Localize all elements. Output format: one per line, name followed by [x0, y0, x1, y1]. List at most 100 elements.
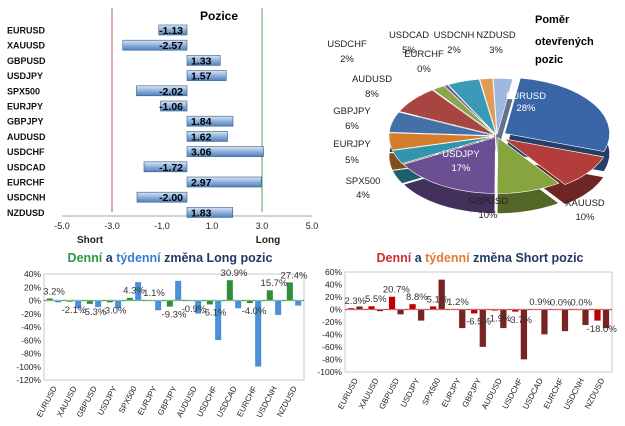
pie-slice-name: NZDUSD: [476, 30, 516, 41]
category-label: SPX500: [7, 86, 40, 96]
position-bar: [186, 115, 234, 127]
daily-change-label: 20.7%: [383, 285, 410, 296]
daily-change-label: 2.3%: [344, 296, 366, 307]
daily-change-label: 8.8%: [406, 292, 428, 303]
title-part: týdenní: [425, 251, 470, 265]
positions-chart: Pozice EURUSD XAUUSD GBPUSD USDJPY SPX500 EUR…: [7, 8, 318, 246]
pie-title-line-3: pozic: [535, 54, 563, 66]
weekly-change-bar: [294, 300, 302, 306]
daily-change-bar: [532, 308, 540, 310]
daily-change-bar: [511, 309, 519, 312]
daily-change-label: 15.7%: [261, 278, 288, 289]
daily-change-label: -18.0%: [587, 324, 618, 335]
pie-slice: [504, 138, 605, 185]
category-label: USDCNH: [7, 193, 46, 203]
pie-slice-percent: 4%: [356, 190, 370, 201]
pie-slice-name: USDCHF: [327, 39, 367, 50]
pie-slice-name: XAUUSD: [565, 198, 605, 209]
daily-change-label: -9.3%: [162, 310, 187, 321]
y-tick-label: 20%: [325, 292, 342, 302]
position-bar: [186, 70, 227, 81]
pie-slice-percent: 10%: [478, 210, 498, 221]
title-part: a: [102, 251, 116, 265]
daily-change-label: 1.2%: [447, 297, 469, 308]
daily-change-label: -1.9%: [487, 314, 512, 325]
weekly-change-bar: [561, 309, 569, 332]
y-tick-label: -40%: [21, 322, 41, 332]
y-tick-label: 40%: [325, 280, 342, 290]
x-tick-label: -5.0: [54, 221, 70, 231]
weekly-change-bar: [74, 300, 82, 309]
title-part: Denní: [68, 251, 103, 265]
weekly-change-bar: [582, 309, 589, 326]
value-label: 1.33: [191, 55, 212, 67]
long-change-title: Denní a týdenní změna Long pozic: [68, 251, 273, 265]
weekly-change-bar: [134, 281, 142, 301]
pie-slice: [388, 132, 495, 151]
weekly-change-bar: [94, 300, 102, 308]
weekly-change-bar: [114, 300, 122, 309]
short-annotation: Short: [77, 235, 104, 246]
y-tick-label: -60%: [21, 335, 41, 345]
category-label: USDJPY: [399, 376, 422, 409]
daily-change-bar: [266, 289, 274, 301]
category-label: GBPUSD: [75, 385, 99, 419]
pie-slice-percent: 5%: [345, 155, 359, 166]
daily-change-bar: [226, 279, 234, 301]
pie-slice-name: EURCHF: [404, 49, 444, 60]
pie-slice: [443, 84, 496, 135]
long-change-chart: Denní a týdenní změna Long pozic 40% 20% 0…: [16, 251, 308, 419]
y-tick-label: -100%: [16, 362, 41, 372]
daily-change-label: 1.1%: [143, 288, 165, 299]
daily-change-bar: [106, 300, 114, 303]
value-label: -2.57: [159, 40, 183, 52]
weekly-change-bar: [499, 309, 507, 329]
y-tick-label: -100%: [317, 367, 342, 377]
plot-area: [344, 271, 613, 373]
y-tick-label: -20%: [322, 317, 342, 327]
daily-change-label: -2.1%: [62, 305, 87, 316]
x-tick-label: -1.0: [154, 221, 170, 231]
value-label: 1.57: [191, 71, 212, 83]
pie-slice: [447, 78, 497, 135]
daily-change-bar: [470, 309, 478, 314]
weekly-change-bar: [214, 300, 222, 341]
pie-slice-name: SPX500: [346, 176, 381, 187]
position-bar: [136, 191, 188, 203]
category-label: NZDUSD: [275, 385, 299, 419]
pie-slice-name: USDCAD: [389, 30, 429, 41]
y-tick-label: -80%: [21, 349, 41, 359]
position-bar: [186, 176, 262, 188]
value-label: 1.84: [191, 116, 212, 128]
category-label: USDJPY: [7, 71, 43, 81]
pie-slice: [402, 136, 496, 194]
pie-slice-percent: 5%: [402, 45, 416, 56]
daily-change-bar: [429, 306, 437, 310]
short-change-title: Denní a týdenní změna Short pozic: [377, 251, 584, 265]
weekly-change-bar: [397, 309, 405, 315]
daily-change-bar: [409, 303, 417, 310]
weekly-change-bar: [520, 309, 528, 360]
daily-change-label: -5.3%: [82, 307, 107, 318]
value-label: -1.06: [159, 101, 183, 113]
y-tick-label: -60%: [322, 342, 342, 352]
weekly-change-bar: [194, 300, 202, 314]
weekly-change-bar: [274, 300, 282, 316]
daily-change-label: 5.1%: [427, 294, 449, 305]
daily-change-bar: [552, 309, 560, 311]
daily-change-label: 4.3%: [123, 286, 145, 297]
category-label: USDCHF: [7, 147, 45, 157]
daily-change-bar: [186, 300, 194, 302]
category-label: EURCHF: [7, 178, 45, 188]
weekly-change-bar: [458, 309, 466, 329]
daily-change-label: 0.9%: [529, 297, 551, 308]
daily-change-bar: [368, 305, 375, 310]
x-tick-label: -3.0: [104, 221, 120, 231]
daily-change-bar: [573, 309, 581, 311]
category-label: EURJPY: [440, 376, 463, 409]
weekly-change-bar: [234, 300, 242, 309]
weekly-change-bar: [602, 309, 610, 329]
daily-change-label: -4.0%: [242, 306, 267, 317]
